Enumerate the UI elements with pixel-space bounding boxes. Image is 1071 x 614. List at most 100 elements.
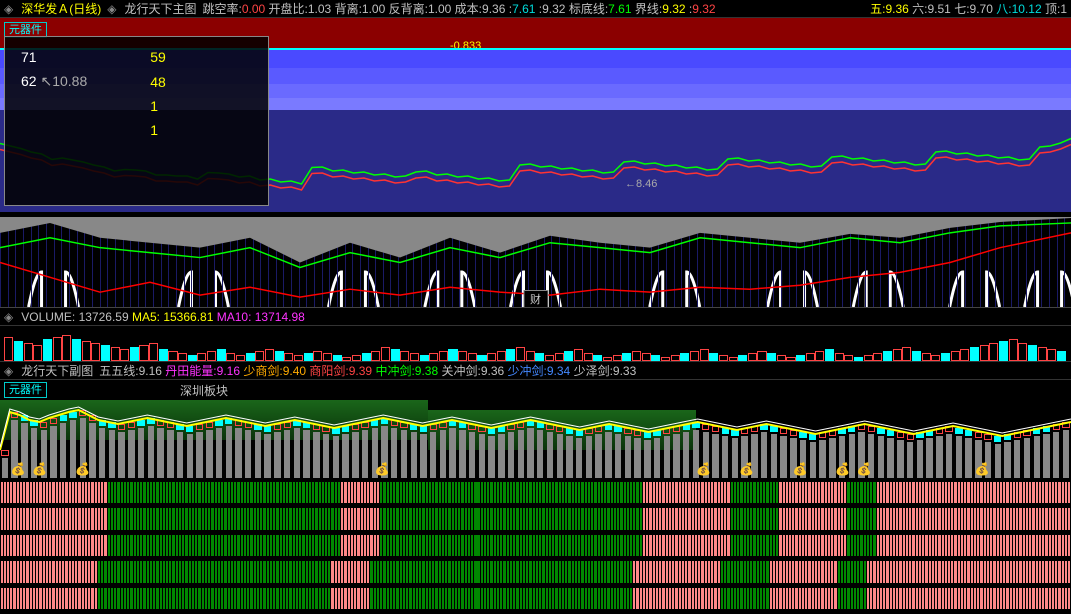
grid-cell: [769, 534, 779, 557]
grid-cell: [1012, 481, 1022, 504]
grid-row: [0, 531, 1071, 557]
grid-cell: [535, 507, 545, 530]
grid-cell: [97, 534, 107, 557]
grid-cell: [214, 560, 224, 583]
grid-cell: [740, 587, 750, 610]
sub-chart-panel[interactable]: 元器件 深圳板块 💰💰💰💰💰💰💰💰💰💰: [0, 380, 1071, 478]
grid-cell: [156, 534, 166, 557]
volume-bar: [197, 353, 206, 361]
grid-cell: [165, 481, 175, 504]
grid-cell: [399, 560, 409, 583]
grid-cell: [740, 481, 750, 504]
grid-cell: [681, 534, 691, 557]
sub-metric: 少商剑:9.40: [240, 364, 306, 378]
grid-cell: [604, 481, 614, 504]
grid-cell: [866, 587, 876, 610]
volume-bar: [111, 347, 120, 361]
oscillator-panel: 财: [0, 217, 1071, 307]
indicator-name[interactable]: 龙行天下主图: [124, 0, 196, 17]
grid-cell: [185, 560, 195, 583]
volume-bar: [690, 351, 699, 361]
grid-cell: [399, 587, 409, 610]
grid-cell: [419, 560, 429, 583]
sub-badge[interactable]: 元器件: [4, 382, 47, 398]
grid-cell: [915, 481, 925, 504]
grid-cell: [672, 481, 682, 504]
metric-item: 跳空率:0.00: [202, 2, 268, 16]
volume-bar: [893, 349, 902, 361]
grid-cell: [107, 507, 117, 530]
grid-cell: [428, 481, 438, 504]
grid-cell: [691, 507, 701, 530]
grid-cell: [681, 507, 691, 530]
grid-cell: [0, 560, 10, 583]
grid-cell: [652, 560, 662, 583]
grid-cell: [905, 560, 915, 583]
grid-cell: [730, 560, 740, 583]
grid-cell: [516, 560, 526, 583]
sub-ma-lines: [0, 380, 1071, 478]
metric-item: 五:9.36: [870, 2, 912, 16]
grid-cell: [214, 534, 224, 557]
volume-bar: [584, 353, 593, 361]
metric-item: 成本:9.36: [455, 2, 509, 16]
grid-cell: [234, 587, 244, 610]
grid-cell: [973, 481, 983, 504]
volume-bar: [574, 349, 583, 361]
grid-cell: [165, 587, 175, 610]
grid-cell: [1061, 534, 1071, 557]
volume-header: VOLUME: 13726.59 MA5: 15366.81 MA10: 137…: [0, 308, 1071, 326]
signal-grid-panel[interactable]: [0, 478, 1071, 610]
grid-cell: [350, 534, 360, 557]
grid-cell: [146, 587, 156, 610]
grid-cell: [29, 507, 39, 530]
grid-cell: [526, 587, 536, 610]
cai-badge[interactable]: 财: [523, 290, 548, 308]
main-chart-panel[interactable]: -0.833 ←8.46 元器件 财 715962 ↖10.884811: [0, 18, 1071, 308]
grid-cell: [204, 534, 214, 557]
grid-cell: [477, 587, 487, 610]
grid-cell: [574, 481, 584, 504]
volume-bars[interactable]: [0, 326, 1071, 362]
grid-cell: [1061, 507, 1071, 530]
grid-cell: [798, 587, 808, 610]
grid-cell: [88, 507, 98, 530]
grid-cell: [0, 587, 10, 610]
grid-cell: [652, 507, 662, 530]
grid-cell: [380, 587, 390, 610]
volume-bar: [825, 349, 834, 361]
grid-cell: [97, 560, 107, 583]
grid-cell: [39, 587, 49, 610]
grid-cell: [448, 534, 458, 557]
grid-cell: [993, 587, 1003, 610]
grid-cell: [788, 534, 798, 557]
grid-cell: [526, 481, 536, 504]
grid-cell: [730, 507, 740, 530]
grid-cell: [282, 534, 292, 557]
sub-title[interactable]: 龙行天下副图: [21, 362, 93, 379]
metric-item: 反背离:1.00: [389, 2, 455, 16]
grid-cell: [302, 534, 312, 557]
grid-cell: [487, 587, 497, 610]
grid-cell: [526, 507, 536, 530]
grid-cell: [380, 507, 390, 530]
grid-row: [0, 584, 1071, 610]
grid-cell: [360, 507, 370, 530]
grid-cell: [642, 560, 652, 583]
grid-cell: [399, 481, 409, 504]
grid-cell: [866, 534, 876, 557]
grid-cell: [467, 560, 477, 583]
grid-cell: [555, 481, 565, 504]
volume-bar: [188, 355, 197, 361]
grid-cell: [341, 481, 351, 504]
grid-cell: [49, 587, 59, 610]
grid-cell: [555, 587, 565, 610]
volume-bar: [323, 353, 332, 361]
grid-cell: [253, 507, 263, 530]
grid-cell: [798, 534, 808, 557]
grid-cell: [467, 507, 477, 530]
grid-cell: [633, 507, 643, 530]
grid-cell: [282, 481, 292, 504]
grid-cell: [973, 560, 983, 583]
grid-cell: [905, 534, 915, 557]
